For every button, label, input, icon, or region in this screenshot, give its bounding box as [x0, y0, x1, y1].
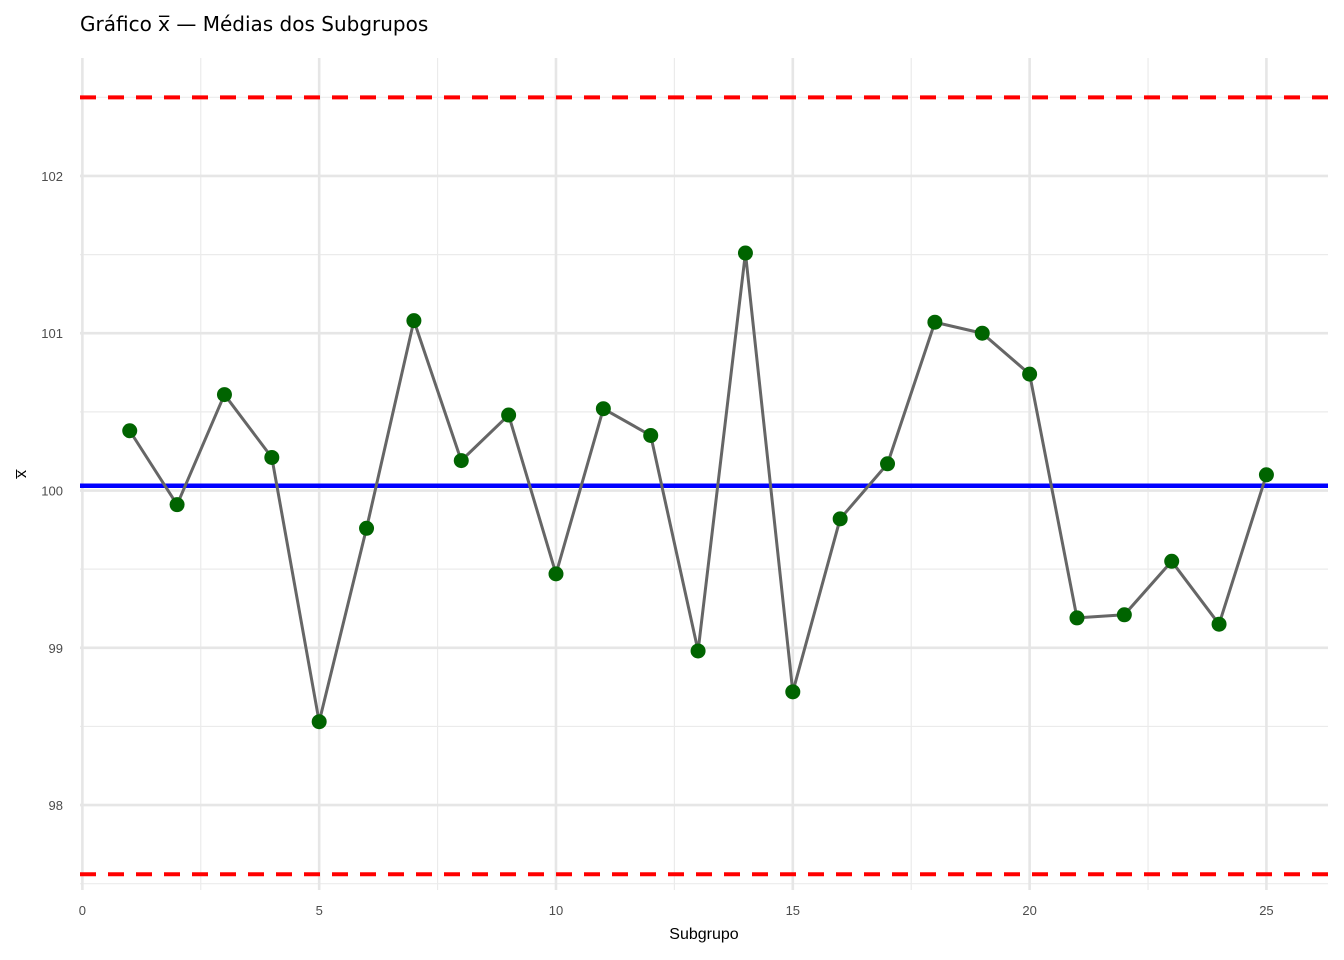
x-tick-label: 15	[786, 903, 800, 918]
data-point	[595, 401, 611, 417]
data-point	[1164, 553, 1180, 569]
data-point	[122, 423, 138, 439]
x-tick-label: 5	[316, 903, 323, 918]
data-point	[406, 313, 422, 329]
x-tick-labels: 0 5 10 15 20 25	[79, 903, 1274, 918]
data-point	[832, 511, 848, 527]
data-point	[1211, 616, 1227, 632]
x-tick-label: 10	[549, 903, 563, 918]
data-point	[169, 497, 185, 513]
data-point	[264, 449, 280, 465]
data-point	[548, 566, 564, 582]
data-point	[1022, 366, 1038, 382]
x-tick-label: 25	[1259, 903, 1273, 918]
y-tick-labels: 98 99 100 101 102	[41, 169, 63, 813]
data-point	[927, 314, 943, 330]
data-point	[1258, 467, 1274, 483]
data-point	[453, 453, 469, 469]
y-tick-label: 98	[49, 798, 63, 813]
data-point	[216, 387, 232, 403]
y-tick-label: 102	[41, 169, 63, 184]
reference-lines	[80, 95, 1328, 877]
x-tick-label: 0	[79, 903, 86, 918]
data-point	[880, 456, 896, 472]
y-axis-title: x̅	[13, 469, 30, 479]
grid-minor	[80, 58, 1328, 890]
data-point	[1116, 607, 1132, 623]
data-point	[785, 684, 801, 700]
data-point	[359, 520, 375, 536]
data-points	[122, 245, 1274, 730]
data-point	[690, 643, 706, 659]
data-point	[974, 325, 990, 341]
y-tick-label: 99	[49, 641, 63, 656]
y-tick-label: 100	[41, 484, 63, 499]
x-axis-title: Subgrupo	[669, 926, 738, 943]
data-point	[737, 245, 753, 261]
data-point	[311, 714, 327, 730]
data-point	[1069, 610, 1085, 626]
x-tick-label: 20	[1022, 903, 1036, 918]
data-point	[643, 427, 659, 443]
data-point	[501, 407, 517, 423]
chart-title: Gráfico x̅ — Médias dos Subgrupos	[80, 12, 429, 36]
y-tick-label: 101	[41, 326, 63, 341]
grid-major	[80, 58, 1328, 890]
